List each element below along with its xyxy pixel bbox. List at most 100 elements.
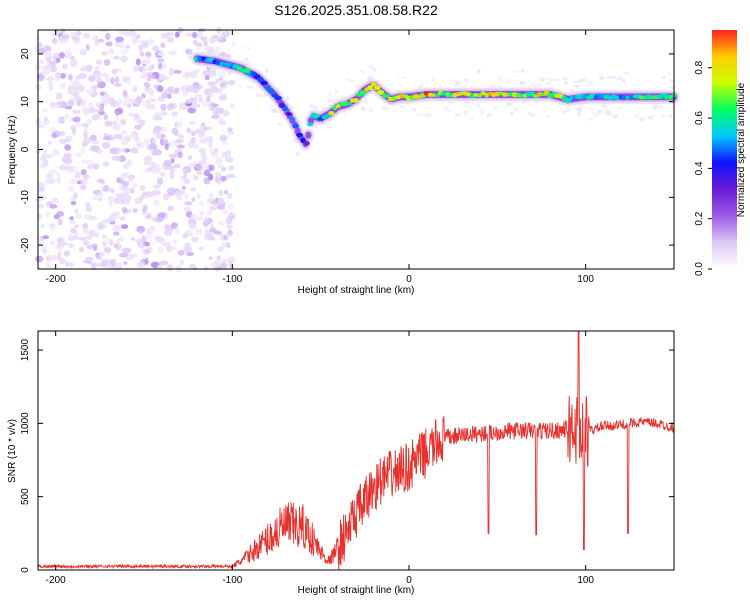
faint-blob xyxy=(454,80,461,86)
noise-blob xyxy=(166,31,174,36)
noise-blob xyxy=(122,90,128,97)
noise-blob xyxy=(122,247,132,254)
noise-blob xyxy=(69,220,76,225)
noise-blob xyxy=(203,126,212,131)
noise-blob xyxy=(169,67,174,75)
noise-blob xyxy=(133,113,140,119)
noise-blob xyxy=(154,166,162,173)
noise-blob xyxy=(37,181,45,189)
noise-blob xyxy=(126,159,133,167)
faint-blob xyxy=(618,106,622,110)
noise-blob xyxy=(78,73,87,79)
noise-blob xyxy=(208,256,213,261)
noise-blob xyxy=(175,31,180,38)
faint-blob xyxy=(492,83,496,88)
ridge-halo xyxy=(305,131,312,139)
noise-blob xyxy=(48,86,54,91)
spectrogram-x-axis: -200 -100 0 100 xyxy=(46,30,594,285)
noise-blob xyxy=(105,237,111,245)
noise-blob xyxy=(114,115,119,123)
noise-blob xyxy=(71,109,81,115)
faint-blob xyxy=(658,104,663,109)
noise-blob xyxy=(52,55,57,62)
noise-blob xyxy=(202,99,208,108)
noise-blob xyxy=(170,140,178,147)
noise-blob xyxy=(114,82,122,87)
noise-blob xyxy=(166,104,173,111)
noise-blob xyxy=(207,236,216,241)
noise-blob xyxy=(45,262,51,269)
noise-blob xyxy=(214,45,221,53)
noise-blob xyxy=(184,194,189,199)
noise-blob xyxy=(67,73,73,81)
noise-blob xyxy=(163,160,172,167)
noise-blob xyxy=(136,34,141,39)
noise-blob xyxy=(188,120,197,126)
noise-blob xyxy=(225,224,233,230)
noise-blob xyxy=(146,231,154,238)
noise-blob xyxy=(183,172,188,179)
noise-blob xyxy=(191,236,199,243)
noise-blob xyxy=(146,77,152,82)
noise-blob xyxy=(51,255,58,261)
noise-blob xyxy=(223,189,228,195)
noise-blob xyxy=(73,37,80,44)
noise-blob xyxy=(60,130,66,136)
noise-blob xyxy=(86,244,94,250)
noise-blob xyxy=(69,216,74,221)
noise-blob xyxy=(123,261,128,265)
spectral-ridge xyxy=(191,51,680,151)
noise-blob xyxy=(85,44,90,51)
noise-blob xyxy=(162,139,169,144)
ridge-core xyxy=(260,80,268,85)
noise-blob xyxy=(49,60,58,65)
noise-blob xyxy=(142,204,148,212)
ridge-core xyxy=(267,88,275,94)
noise-blob xyxy=(157,85,164,93)
noise-blob xyxy=(94,66,100,70)
faint-blob xyxy=(277,122,282,126)
ridge-core xyxy=(370,82,377,87)
noise-blob xyxy=(226,242,231,249)
noise-blob xyxy=(220,134,229,140)
noise-blob xyxy=(229,102,235,109)
noise-blob xyxy=(209,46,215,54)
faint-blob xyxy=(328,91,332,97)
noise-blob xyxy=(40,156,47,162)
noise-blob xyxy=(36,73,45,82)
noise-blob xyxy=(215,36,223,41)
noise-blob xyxy=(81,142,88,147)
faint-blob xyxy=(640,117,645,122)
ridge-core xyxy=(359,90,367,95)
noise-blob xyxy=(82,240,90,246)
noise-blob xyxy=(63,250,71,257)
noise-blob xyxy=(185,48,193,55)
y-tick-label: 0 xyxy=(20,567,31,573)
noise-blob xyxy=(199,147,205,155)
noise-blob xyxy=(208,107,218,112)
snr-series xyxy=(37,330,675,570)
ridge-core xyxy=(367,85,374,91)
noise-blob xyxy=(221,141,229,146)
noise-blob xyxy=(127,104,132,108)
noise-blob xyxy=(52,149,60,156)
noise-blob xyxy=(121,224,129,230)
noise-blob xyxy=(45,255,52,262)
noise-blob xyxy=(101,72,109,77)
noise-blob xyxy=(95,253,102,260)
noise-blob xyxy=(131,37,140,44)
noise-blob xyxy=(134,124,142,130)
faint-blob xyxy=(397,76,401,79)
noise-blob xyxy=(214,147,219,154)
noise-blob xyxy=(119,216,126,221)
noise-blob xyxy=(92,246,98,251)
noise-blob xyxy=(226,174,236,179)
noise-blob xyxy=(145,155,153,162)
noise-blob xyxy=(214,78,220,85)
noise-blob xyxy=(174,228,180,235)
noise-blob xyxy=(118,41,125,49)
noise-blob xyxy=(227,256,236,264)
noise-blob xyxy=(68,262,74,267)
noise-blob xyxy=(214,156,223,164)
noise-blob xyxy=(67,99,75,107)
